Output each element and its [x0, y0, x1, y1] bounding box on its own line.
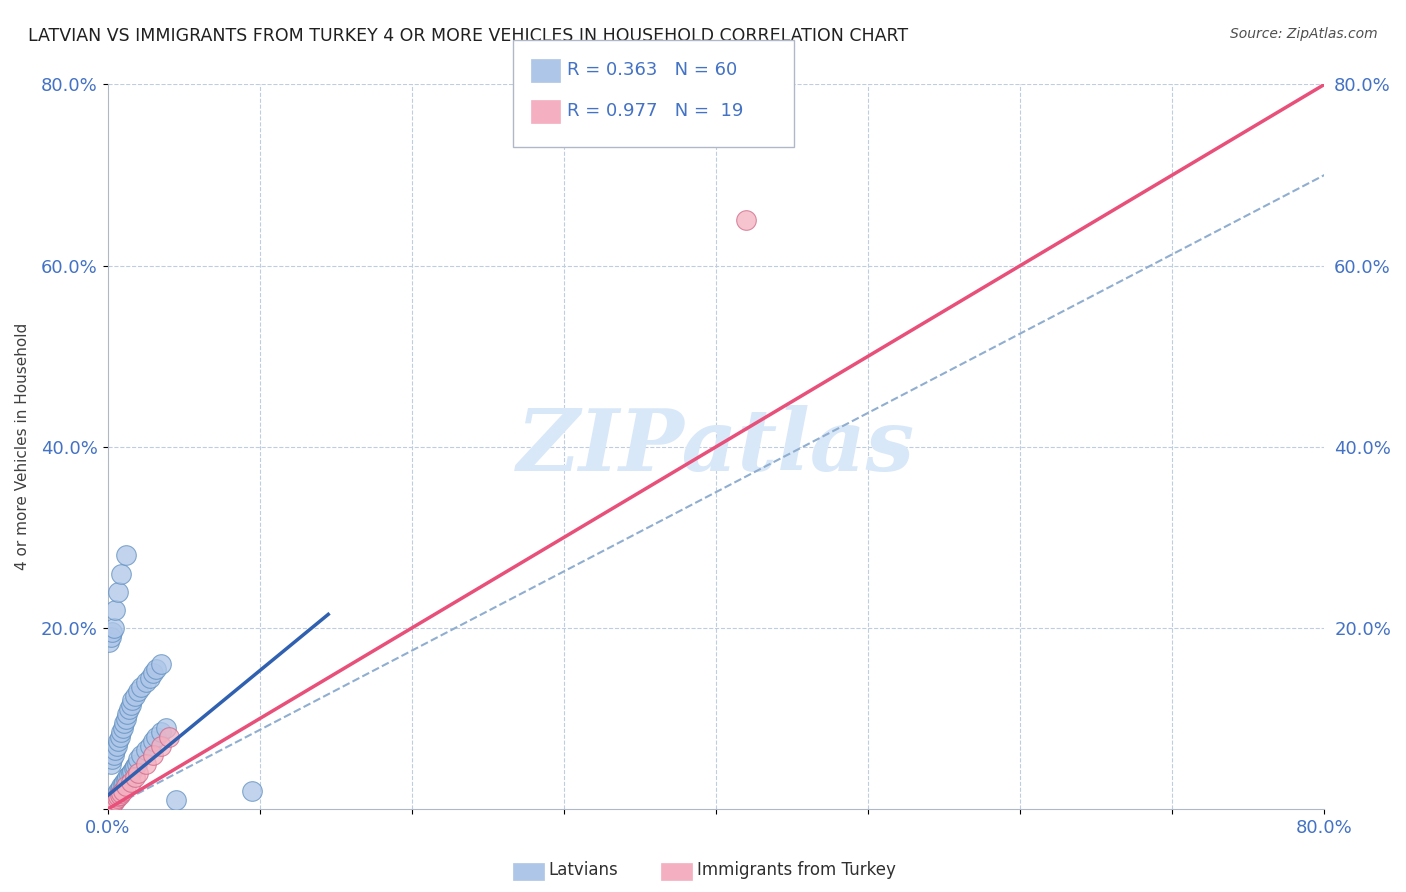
Point [240, 784, 263, 798]
Point [111, 721, 134, 735]
Point [104, 789, 127, 803]
Point [115, 780, 138, 794]
Point [145, 662, 167, 676]
Text: LATVIAN VS IMMIGRANTS FROM TURKEY 4 OR MORE VEHICLES IN HOUSEHOLD CORRELATION CH: LATVIAN VS IMMIGRANTS FROM TURKEY 4 OR M… [28, 27, 908, 45]
Text: R = 0.363   N = 60: R = 0.363 N = 60 [567, 62, 737, 79]
Point [101, 625, 124, 640]
Point [105, 786, 128, 800]
Point [124, 689, 146, 703]
Point [110, 780, 132, 794]
Point [103, 791, 125, 805]
Point [155, 721, 177, 735]
Point [101, 797, 124, 811]
Point [121, 764, 143, 778]
Point [98, 800, 121, 814]
Point [117, 771, 139, 785]
Point [115, 773, 138, 788]
Point [101, 752, 124, 766]
Point [98, 797, 121, 812]
Point [100, 795, 122, 809]
Point [129, 680, 152, 694]
Point [103, 795, 125, 809]
Point [107, 784, 129, 798]
Point [110, 786, 132, 800]
Point [111, 784, 134, 798]
Point [100, 756, 122, 771]
Point [120, 775, 142, 789]
Point [127, 765, 149, 780]
Point [124, 758, 146, 772]
Point [114, 775, 136, 789]
Text: ZIPatlas: ZIPatlas [517, 405, 915, 489]
Point [121, 693, 143, 707]
Point [100, 798, 122, 813]
Point [110, 725, 132, 739]
Point [120, 765, 142, 780]
Point [142, 734, 165, 748]
Point [107, 789, 129, 804]
Point [118, 768, 141, 782]
Point [101, 793, 124, 807]
Point [142, 747, 165, 762]
Point [135, 743, 157, 757]
Point [105, 739, 128, 753]
Text: Latvians: Latvians [548, 861, 619, 879]
Point [135, 675, 157, 690]
Point [115, 712, 138, 726]
Point [104, 603, 127, 617]
Point [157, 730, 180, 744]
Point [139, 739, 162, 753]
Point [107, 734, 129, 748]
Point [122, 761, 145, 775]
Point [149, 725, 172, 739]
Text: R = 0.977   N =  19: R = 0.977 N = 19 [567, 103, 742, 120]
Point [145, 730, 167, 744]
Point [103, 747, 125, 762]
Text: Immigrants from Turkey: Immigrants from Turkey [697, 861, 896, 879]
Point [98, 634, 121, 648]
Point [117, 706, 139, 721]
Point [111, 777, 134, 791]
Point [100, 630, 122, 644]
Point [114, 716, 136, 731]
Point [107, 584, 129, 599]
Point [125, 756, 148, 771]
Point [103, 621, 125, 635]
Point [149, 657, 172, 672]
Point [165, 793, 187, 807]
Point [108, 730, 131, 744]
Point [149, 739, 172, 753]
Point [118, 702, 141, 716]
Point [110, 566, 132, 581]
Point [127, 752, 149, 766]
Point [120, 698, 142, 712]
Point [108, 788, 131, 802]
Point [135, 756, 157, 771]
Point [124, 771, 146, 785]
Text: Source: ZipAtlas.com: Source: ZipAtlas.com [1230, 27, 1378, 41]
Point [735, 213, 758, 227]
Point [139, 671, 162, 685]
Point [127, 684, 149, 698]
Y-axis label: 4 or more Vehicles in Household: 4 or more Vehicles in Household [15, 323, 30, 570]
Point [115, 549, 138, 563]
Point [108, 782, 131, 797]
Point [129, 747, 152, 762]
Point [104, 793, 127, 807]
Point [105, 791, 128, 805]
Point [104, 743, 127, 757]
Point [142, 666, 165, 681]
